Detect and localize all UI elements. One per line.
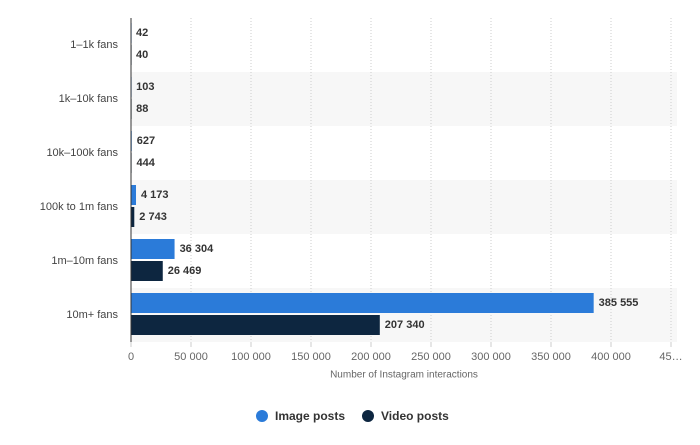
y-tick-label: 1m–10m fans <box>51 255 118 267</box>
legend-marker[interactable] <box>256 410 268 422</box>
x-tick-label: 350 000 <box>531 351 571 363</box>
value-label: 2 743 <box>139 211 167 223</box>
value-label: 88 <box>136 103 148 115</box>
band-background <box>131 72 677 126</box>
x-tick-label: 45… <box>659 351 682 363</box>
value-label: 207 340 <box>385 319 425 331</box>
y-tick-label: 1k–10k fans <box>59 93 119 105</box>
value-label: 36 304 <box>180 243 215 255</box>
bar <box>131 315 380 335</box>
x-tick-label: 0 <box>128 351 134 363</box>
bar <box>131 207 135 227</box>
value-label: 42 <box>136 27 148 39</box>
band-background <box>131 180 677 234</box>
value-label: 4 173 <box>141 189 169 201</box>
bar <box>131 185 137 205</box>
value-label: 26 469 <box>168 265 202 277</box>
bar <box>131 293 594 313</box>
y-tick-label: 10k–100k fans <box>46 147 118 159</box>
x-tick-label: 50 000 <box>174 351 208 363</box>
legend-label[interactable]: Image posts <box>275 409 345 423</box>
x-axis-title: Number of Instagram interactions <box>330 370 478 381</box>
value-label: 40 <box>136 49 148 61</box>
y-tick-label: 100k to 1m fans <box>40 201 119 213</box>
value-label: 103 <box>136 81 154 93</box>
legend-marker[interactable] <box>362 410 374 422</box>
legend-label[interactable]: Video posts <box>381 409 449 423</box>
x-tick-label: 300 000 <box>471 351 511 363</box>
x-tick-label: 100 000 <box>231 351 271 363</box>
value-label: 627 <box>137 135 155 147</box>
x-tick-label: 400 000 <box>591 351 631 363</box>
value-label: 444 <box>137 157 156 169</box>
x-tick-label: 250 000 <box>411 351 451 363</box>
y-tick-label: 1–1k fans <box>70 39 118 51</box>
x-tick-label: 200 000 <box>351 351 391 363</box>
value-label: 385 555 <box>599 297 639 309</box>
bar <box>131 261 163 281</box>
x-tick-label: 150 000 <box>291 351 331 363</box>
bar <box>131 239 175 259</box>
y-tick-label: 10m+ fans <box>66 309 118 321</box>
